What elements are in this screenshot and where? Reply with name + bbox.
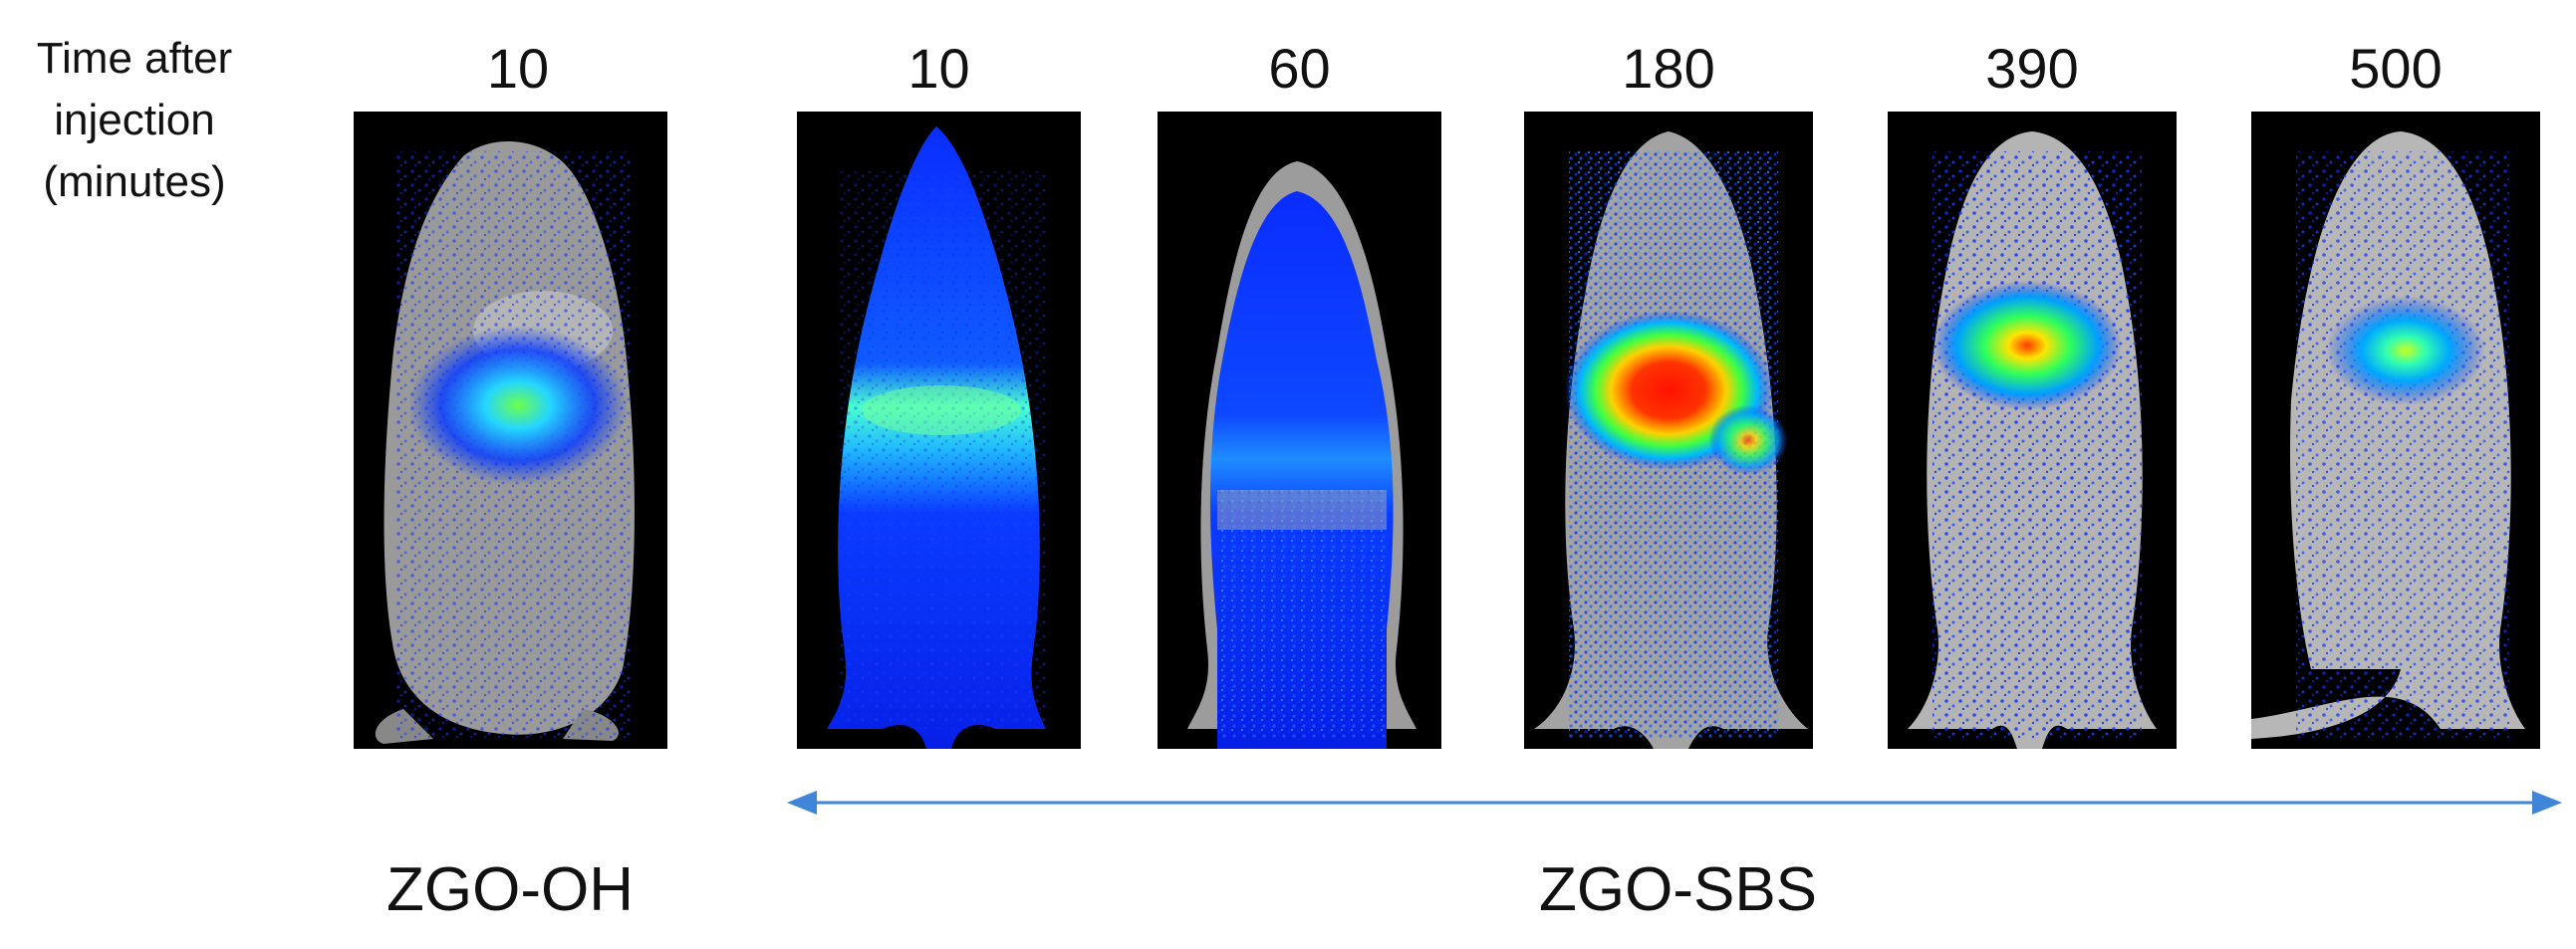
time-label-3: 60 [1268, 37, 1331, 100]
group-label-zgo-sbs: ZGO-SBS [1539, 855, 1818, 924]
caption-line-1: Time after [36, 34, 233, 83]
time-label-2: 10 [907, 37, 970, 100]
mouse-image-zgo-sbs-180 [1524, 112, 1813, 749]
caption-line-3: (minutes) [43, 157, 226, 206]
timeline-arrow [787, 791, 2562, 815]
time-label-6: 500 [2349, 37, 2443, 100]
mouse-image-zgo-sbs-60 [1158, 112, 1441, 749]
caption-line-2: injection [54, 96, 215, 144]
group-label-zgo-oh: ZGO-OH [386, 855, 634, 924]
time-label-4: 180 [1622, 37, 1715, 100]
mouse-image-zgo-sbs-500 [2251, 112, 2540, 749]
mouse-image-zgo-oh-10 [354, 112, 667, 749]
time-label-1: 10 [486, 37, 550, 100]
time-axis-caption: Time after injection (minutes) [10, 28, 259, 213]
time-label-5: 390 [1985, 37, 2079, 100]
mouse-image-zgo-sbs-10 [797, 112, 1081, 749]
mouse-image-zgo-sbs-390 [1888, 112, 2177, 749]
